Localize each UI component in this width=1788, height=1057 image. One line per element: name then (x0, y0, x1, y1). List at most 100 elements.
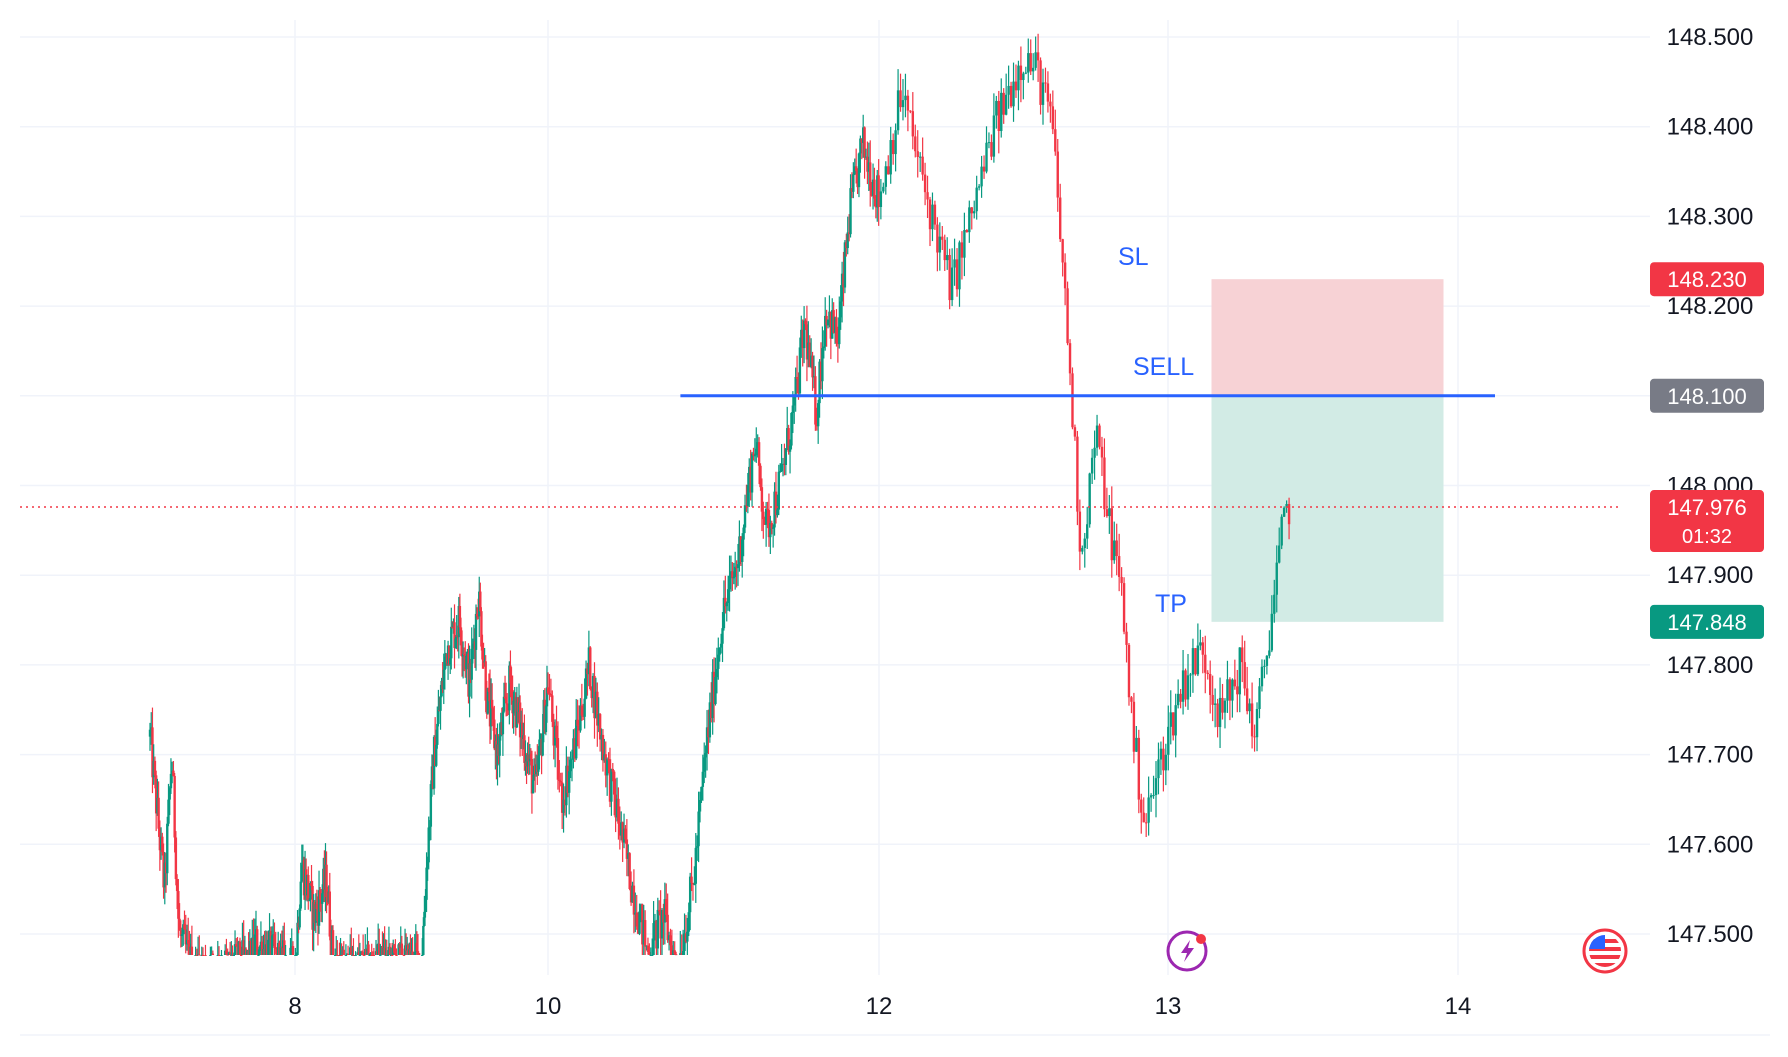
candle-body (562, 799, 565, 813)
candle-body (864, 156, 868, 158)
candle-body (280, 946, 284, 949)
candle-body (1046, 83, 1050, 102)
candle-body (653, 920, 657, 924)
candle-body (1248, 703, 1251, 712)
candle-body (291, 946, 295, 955)
price-tick-label: 148.500 (1667, 24, 1754, 51)
candle-body (670, 945, 674, 955)
candle-body (1083, 538, 1086, 548)
candle-body (762, 511, 765, 520)
candle-body (1036, 52, 1040, 61)
candle-body (728, 575, 731, 590)
candle-body (707, 727, 710, 738)
candle-body (950, 267, 954, 301)
candle-body (589, 647, 592, 690)
stop-loss-zone[interactable] (1211, 279, 1444, 396)
candle-body (749, 466, 752, 493)
candle-body (846, 232, 849, 249)
candle-body (512, 700, 515, 714)
price-tick-label: 148.200 (1667, 293, 1754, 320)
candle-body (679, 953, 682, 955)
candle-body (854, 166, 858, 171)
candle-body (572, 738, 575, 759)
candle-body (853, 166, 856, 175)
candle-body (1039, 60, 1042, 105)
candle-body (1184, 670, 1187, 700)
lightning-icon[interactable] (1166, 930, 1208, 972)
us-flag-icon[interactable] (1582, 928, 1628, 974)
candle-body (1169, 712, 1172, 727)
candle-body (645, 945, 648, 947)
candle-body (454, 638, 457, 648)
candle-body (726, 589, 730, 603)
candle-body (551, 695, 554, 722)
candle-body (953, 259, 956, 268)
candle-body (739, 536, 743, 562)
candle-body (899, 90, 902, 108)
candle-body (1233, 679, 1237, 687)
candle-body (695, 846, 699, 848)
candle-body (673, 950, 676, 955)
candle-body (1258, 686, 1261, 709)
candle-body (693, 883, 696, 885)
candle-body (818, 361, 821, 404)
candle-body (1287, 503, 1291, 525)
candle-body (788, 445, 792, 452)
candle-body (914, 136, 917, 152)
candle-body (784, 448, 788, 465)
candle-body (162, 851, 165, 888)
candle-body (1081, 547, 1084, 552)
candle-body (681, 951, 685, 955)
candle-body (1228, 679, 1232, 701)
candle-body (1122, 583, 1126, 632)
candle-body (378, 943, 381, 955)
candle-body (1029, 53, 1032, 72)
candle-body (360, 953, 364, 955)
candle-body (1034, 52, 1037, 68)
candle-body (272, 934, 275, 936)
take-profit-zone[interactable] (1211, 395, 1444, 622)
candle-body (259, 941, 263, 947)
candle-body (1110, 508, 1113, 561)
candle-body (342, 949, 345, 955)
candle-body (569, 759, 572, 772)
sl-badge: 148.230 (1650, 262, 1764, 297)
candle-body (1174, 705, 1177, 736)
candle-body (178, 918, 181, 931)
candle-body (894, 130, 897, 155)
time-axis[interactable]: 8 10 12 13 14 (288, 993, 1471, 1020)
candle-body (752, 453, 755, 456)
candle-body (242, 940, 245, 955)
candle-body (270, 935, 274, 955)
candle-body (482, 659, 485, 663)
candle-body (163, 862, 166, 888)
candle-body (1191, 648, 1195, 675)
candle-body (1100, 446, 1104, 458)
candle-body (575, 719, 578, 759)
candle-body (760, 487, 764, 512)
candle-body (447, 645, 451, 665)
candle-body (240, 955, 243, 956)
candle-body (563, 799, 567, 806)
candle-body (869, 162, 872, 191)
candle-body (870, 190, 873, 196)
candle-body (390, 955, 394, 956)
candle-body (825, 315, 828, 326)
candle-body (652, 923, 655, 955)
candle-body (175, 879, 179, 892)
candle-body (1098, 425, 1101, 447)
candle-body (831, 310, 834, 339)
candle-body (521, 722, 524, 740)
candle-body (1120, 576, 1123, 584)
candle-body (650, 955, 654, 956)
candle-body (628, 853, 631, 889)
candle-body (428, 826, 431, 828)
price-axis[interactable]: 148.500148.400148.300148.200148.100148.0… (1667, 24, 1754, 948)
candle-body (490, 699, 494, 709)
candle-body (458, 605, 462, 628)
tp-badge: 147.848 (1650, 604, 1764, 639)
candle-body (717, 654, 720, 669)
candle-body (889, 140, 892, 175)
